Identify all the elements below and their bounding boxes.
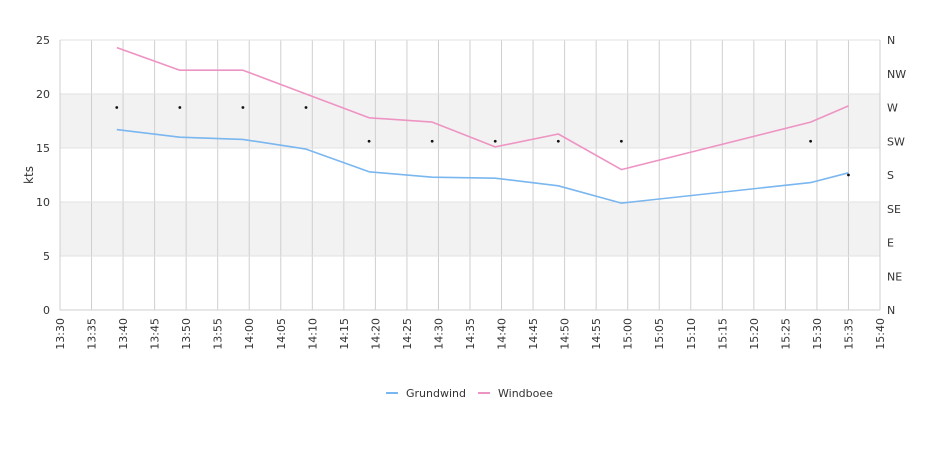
x-tick-label: 15:10 bbox=[685, 318, 698, 350]
direction-tick-label: SW bbox=[887, 135, 905, 148]
x-tick-label: 14:55 bbox=[590, 318, 603, 350]
x-tick-label: 14:15 bbox=[338, 318, 351, 350]
x-tick-label: 13:55 bbox=[212, 318, 225, 350]
x-tick-label: 15:00 bbox=[622, 318, 635, 350]
direction-tick-label: NE bbox=[887, 270, 902, 283]
y-axis-label: kts bbox=[22, 166, 36, 184]
x-tick-label: 15:20 bbox=[748, 318, 761, 350]
direction-tick-label: S bbox=[887, 169, 894, 182]
direction-marker bbox=[241, 106, 245, 109]
y-tick-label: 5 bbox=[43, 250, 50, 263]
direction-marker bbox=[493, 139, 497, 143]
x-axis-ticks: 13:30 13:35 13:40 13:45 13:50 13:55 14:00 14:05… bbox=[54, 318, 887, 350]
y-axis-ticks: 0 5 10 15 20 25 bbox=[36, 34, 50, 317]
y-tick-label: 10 bbox=[36, 196, 50, 209]
x-tick-label: 15:25 bbox=[779, 318, 792, 350]
x-tick-label: 15:15 bbox=[716, 318, 729, 350]
series-line-grundwind bbox=[116, 128, 849, 204]
x-tick-label: 13:50 bbox=[180, 318, 193, 350]
x-tick-label: 14:35 bbox=[464, 318, 477, 350]
x-tick-label: 13:35 bbox=[86, 318, 99, 350]
y-tick-label: 25 bbox=[36, 34, 50, 47]
legend-label: Windboee bbox=[498, 387, 553, 400]
x-tick-label: 14:25 bbox=[401, 318, 414, 350]
direction-tick-label: N bbox=[887, 304, 895, 317]
direction-marker bbox=[367, 139, 371, 143]
x-tick-label: 14:40 bbox=[496, 318, 509, 350]
x-tick-label: 14:30 bbox=[432, 318, 445, 350]
series-lines bbox=[116, 46, 849, 204]
x-tick-label: 14:20 bbox=[369, 318, 382, 350]
x-tick-label: 14:00 bbox=[243, 318, 256, 350]
direction-marker bbox=[809, 139, 813, 143]
direction-tick-label: NW bbox=[887, 68, 906, 81]
x-tick-label: 14:10 bbox=[306, 318, 319, 350]
direction-marker bbox=[115, 106, 119, 109]
direction-marker bbox=[430, 139, 434, 143]
series-line-windboee bbox=[116, 46, 849, 171]
x-tick-label: 15:05 bbox=[653, 318, 666, 350]
x-tick-label: 15:30 bbox=[811, 318, 824, 350]
x-tick-label: 14:05 bbox=[275, 318, 288, 350]
direction-tick-label: W bbox=[887, 102, 898, 115]
vertical-gridlines bbox=[59, 40, 881, 310]
x-tick-label: 13:45 bbox=[149, 318, 162, 350]
y-tick-label: 20 bbox=[36, 88, 50, 101]
x-tick-label: 15:40 bbox=[874, 318, 887, 350]
axis-lines bbox=[59, 40, 881, 311]
direction-marker bbox=[619, 139, 623, 143]
legend-item-windboee[interactable]: Windboee bbox=[478, 387, 553, 400]
direction-tick-label: N bbox=[887, 34, 895, 47]
x-tick-label: 13:30 bbox=[54, 318, 67, 350]
y-tick-label: 15 bbox=[36, 142, 50, 155]
direction-tick-label: SE bbox=[887, 203, 901, 216]
x-tick-label: 14:50 bbox=[559, 318, 572, 350]
direction-tick-label: E bbox=[887, 237, 894, 250]
x-tick-label: 13:40 bbox=[117, 318, 130, 350]
direction-marker bbox=[178, 106, 182, 109]
direction-axis-ticks: N NE E SE S SW W NW N bbox=[887, 34, 906, 317]
legend-label: Grundwind bbox=[406, 387, 466, 400]
legend: Grundwind Windboee bbox=[386, 387, 553, 400]
legend-item-grundwind[interactable]: Grundwind bbox=[386, 387, 466, 400]
direction-marker bbox=[304, 106, 308, 109]
x-tick-label: 14:45 bbox=[527, 318, 540, 350]
direction-marker bbox=[847, 173, 850, 177]
direction-markers bbox=[115, 106, 850, 177]
x-tick-label: 15:35 bbox=[842, 318, 855, 350]
y-tick-label: 0 bbox=[43, 304, 50, 317]
direction-marker bbox=[556, 139, 560, 143]
